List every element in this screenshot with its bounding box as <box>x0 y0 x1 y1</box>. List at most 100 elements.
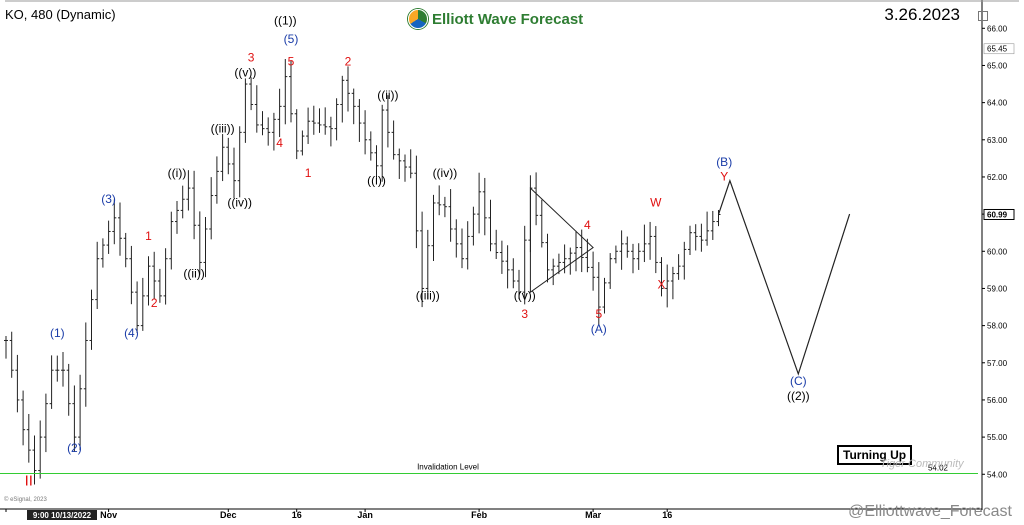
price-bar <box>437 185 442 216</box>
price-bar <box>585 238 590 273</box>
last-price-box <box>983 208 1015 220</box>
price-bar <box>249 77 254 111</box>
price-bar <box>636 243 641 270</box>
price-bar <box>55 355 60 382</box>
top-price-box <box>983 43 1015 55</box>
wave-label: 3 <box>248 51 255 65</box>
globe-icon <box>408 9 428 29</box>
price-bar <box>328 116 333 147</box>
turning-up-badge: Turning Up <box>837 445 913 465</box>
price-bar <box>294 109 299 160</box>
wave-label: 3 <box>521 307 528 321</box>
price-bar <box>534 172 539 226</box>
wave-label: ((ii)) <box>183 266 204 280</box>
y-tick-label: 56.00 <box>987 396 1008 405</box>
wave-label: ((v)) <box>514 289 536 303</box>
price-bar <box>659 257 664 297</box>
price-bar <box>351 88 356 125</box>
price-bar <box>260 111 265 136</box>
price-bar <box>72 385 77 452</box>
x-tick-label: Jan <box>357 510 373 520</box>
price-bar <box>670 266 675 300</box>
price-bar <box>368 131 373 161</box>
price-bar <box>414 155 419 249</box>
price-bar <box>9 331 14 378</box>
price-bar <box>460 228 464 269</box>
price-bar <box>38 420 43 479</box>
wave-label: Y <box>720 170 728 184</box>
price-bar <box>83 322 88 407</box>
price-bar <box>494 229 499 259</box>
price-bar <box>266 117 271 146</box>
y-tick-label: 60.00 <box>987 247 1008 256</box>
price-bar <box>15 354 20 413</box>
price-bar <box>186 170 191 211</box>
price-bar <box>522 225 527 305</box>
wave-label: ((iv)) <box>227 196 252 210</box>
wave-label: ((ii)) <box>377 88 398 102</box>
price-bar <box>511 258 516 289</box>
price-bar <box>676 254 681 280</box>
price-bar <box>118 202 122 256</box>
price-bar <box>465 221 470 270</box>
price-bar <box>317 108 322 133</box>
price-bar <box>192 170 197 240</box>
wave-label: 4 <box>276 136 283 150</box>
price-bar <box>551 258 556 286</box>
wave-label: (3) <box>101 192 116 206</box>
price-bar <box>653 226 658 274</box>
tiger-community-watermark: Tiger Community <box>880 458 964 470</box>
y-tick-label: 54.00 <box>987 470 1008 479</box>
wave-label: 2 <box>345 54 352 68</box>
price-bar <box>277 88 282 138</box>
wave-label: 2 <box>151 296 158 310</box>
wave-label: ((iii)) <box>211 121 235 135</box>
price-bar <box>556 253 561 275</box>
esignal-stamp: © eSignal, 2023 <box>4 497 47 503</box>
symbol-label: KO, 480 (Dynamic) <box>5 7 116 22</box>
price-bar <box>4 336 8 359</box>
price-bar <box>283 58 288 125</box>
price-bar <box>61 352 65 387</box>
price-bar <box>106 220 111 254</box>
price-bar <box>323 107 328 135</box>
price-bar <box>334 98 339 141</box>
price-bar <box>408 149 413 179</box>
price-bar <box>78 374 83 451</box>
wave-label: (2) <box>67 441 82 455</box>
wave-label: II <box>25 472 33 489</box>
price-bar <box>306 107 311 144</box>
y-tick-label: 64.00 <box>987 99 1008 108</box>
x-tick-label: 16 <box>662 510 672 520</box>
x-tick-label: 16 <box>292 510 302 520</box>
price-bar <box>380 104 385 182</box>
wave-label: (1) <box>50 326 65 340</box>
price-bar <box>175 200 179 234</box>
y-tick-label: 55.00 <box>987 433 1008 442</box>
price-bar <box>619 230 624 270</box>
price-bar <box>631 243 635 274</box>
price-bar <box>625 236 630 258</box>
last-price-label: 60.99 <box>987 210 1008 219</box>
price-bar <box>477 172 482 234</box>
price-bar <box>100 238 105 268</box>
price-bar <box>152 251 157 300</box>
price-bar <box>693 224 698 251</box>
price-bar <box>66 363 71 416</box>
price-bar <box>163 248 168 305</box>
price-bar <box>32 435 37 485</box>
chart-date: 3.26.2023 <box>884 5 960 24</box>
price-bar <box>682 241 687 280</box>
price-bar <box>311 105 316 135</box>
invalidation-label: Invalidation Level <box>417 463 479 472</box>
price-bar <box>197 211 202 275</box>
price-bar <box>129 245 134 305</box>
price-bar <box>26 413 31 463</box>
price-bar <box>505 245 510 289</box>
window-restore-icon[interactable] <box>978 11 988 21</box>
wave-label: 4 <box>584 218 591 232</box>
price-bar <box>431 194 436 261</box>
wave-label: (A) <box>591 322 607 336</box>
price-bar <box>340 75 345 123</box>
